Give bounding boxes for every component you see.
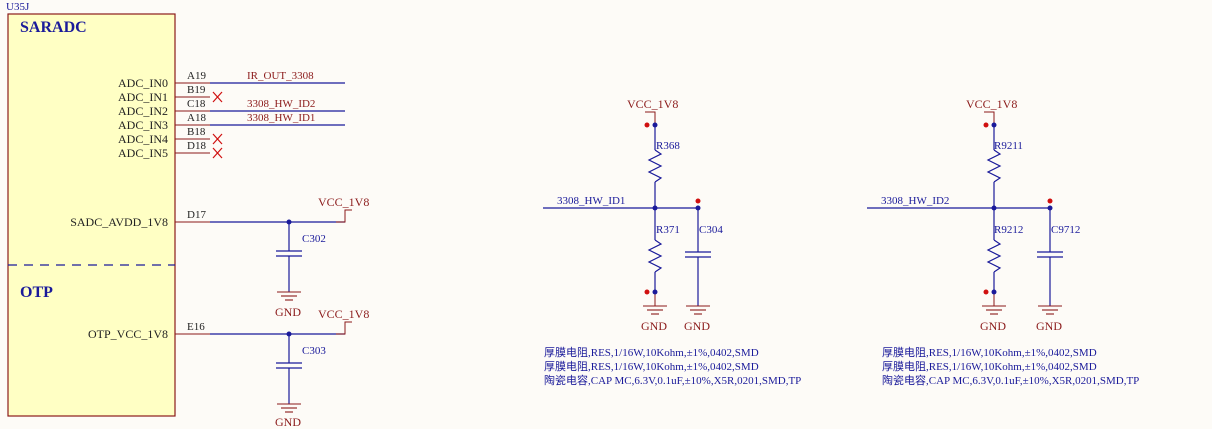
bom-desc-c9712: 陶瓷电容,CAP MC,6.3V,0.1uF,±10%,X5R,0201,SMD… xyxy=(882,375,1140,387)
pin-name-adc-in1: ADC_IN1 xyxy=(118,90,168,104)
net-label-id1-divider: 3308_HW_ID1 xyxy=(557,195,626,207)
net-label-id2-divider: 3308_HW_ID2 xyxy=(881,195,950,207)
pin-num-b18: B18 xyxy=(187,126,206,138)
bom-desc-r371: 厚膜电阻,RES,1/16W,10Kohm,±1%,0402,SMD xyxy=(544,361,759,373)
cap-c303 xyxy=(276,334,302,404)
pin-num-a19: A19 xyxy=(187,70,206,82)
pin-name-otp-vcc: OTP_VCC_1V8 xyxy=(87,327,168,341)
otp-header: OTP xyxy=(20,284,53,301)
cap-label-c303: C303 xyxy=(302,345,326,357)
net-label-hw-id1: 3308_HW_ID1 xyxy=(247,112,316,124)
gnd-label-c304: GND xyxy=(684,319,710,333)
pin-name-adc-in5: ADC_IN5 xyxy=(118,146,168,160)
divider-id2 xyxy=(867,111,1063,315)
net-label-ir-out: IR_OUT_3308 xyxy=(247,70,314,82)
bom-desc-r9212: 厚膜电阻,RES,1/16W,10Kohm,±1%,0402,SMD xyxy=(882,361,1097,373)
part-ref: U35J xyxy=(6,1,30,13)
vcc-label-otp: VCC_1V8 xyxy=(318,307,370,321)
gnd-label-c303: GND xyxy=(275,415,301,429)
bom-desc-r368: 厚膜电阻,RES,1/16W,10Kohm,±1%,0402,SMD xyxy=(544,347,759,359)
bom-desc-r9211: 厚膜电阻,RES,1/16W,10Kohm,±1%,0402,SMD xyxy=(882,347,1097,359)
pin-name-adc-in0: ADC_IN0 xyxy=(118,76,168,90)
gnd-label-c302: GND xyxy=(275,305,301,319)
vcc-label-id1: VCC_1V8 xyxy=(627,97,679,111)
net-label-hw-id2: 3308_HW_ID2 xyxy=(247,98,316,110)
pin-name-adc-in3: ADC_IN3 xyxy=(118,118,168,132)
cap-label-c304: C304 xyxy=(699,224,723,236)
gnd-label-r9212: GND xyxy=(980,319,1006,333)
vcc-label-avdd: VCC_1V8 xyxy=(318,195,370,209)
saradc-header: SARADC xyxy=(20,19,87,36)
res-label-r9212: R9212 xyxy=(994,224,1024,236)
cap-c302 xyxy=(276,222,302,292)
res-label-r368: R368 xyxy=(656,140,680,152)
cap-label-c9712: C9712 xyxy=(1051,224,1081,236)
gnd-label-r371: GND xyxy=(641,319,667,333)
ic-body xyxy=(7,13,176,417)
pin-num-d17: D17 xyxy=(187,209,206,221)
res-label-r9211: R9211 xyxy=(994,140,1023,152)
pin-num-d18: D18 xyxy=(187,140,206,152)
res-label-r371: R371 xyxy=(656,224,680,236)
pin-name-adc-in2: ADC_IN2 xyxy=(118,104,168,118)
pin-num-c18: C18 xyxy=(187,98,206,110)
pin-num-b19: B19 xyxy=(187,84,206,96)
pin-num-e16: E16 xyxy=(187,321,205,333)
pin-name-adc-in4: ADC_IN4 xyxy=(118,132,168,146)
no-connect-marks xyxy=(212,91,223,159)
divider-id1 xyxy=(543,111,711,315)
vcc-label-id2: VCC_1V8 xyxy=(966,97,1018,111)
pin-name-avdd: SADC_AVDD_1V8 xyxy=(70,215,168,229)
bom-desc-c304: 陶瓷电容,CAP MC,6.3V,0.1uF,±10%,X5R,0201,SMD… xyxy=(544,375,802,387)
gnd-label-c9712: GND xyxy=(1036,319,1062,333)
pin-num-a18: A18 xyxy=(187,112,206,124)
cap-label-c302: C302 xyxy=(302,233,326,245)
